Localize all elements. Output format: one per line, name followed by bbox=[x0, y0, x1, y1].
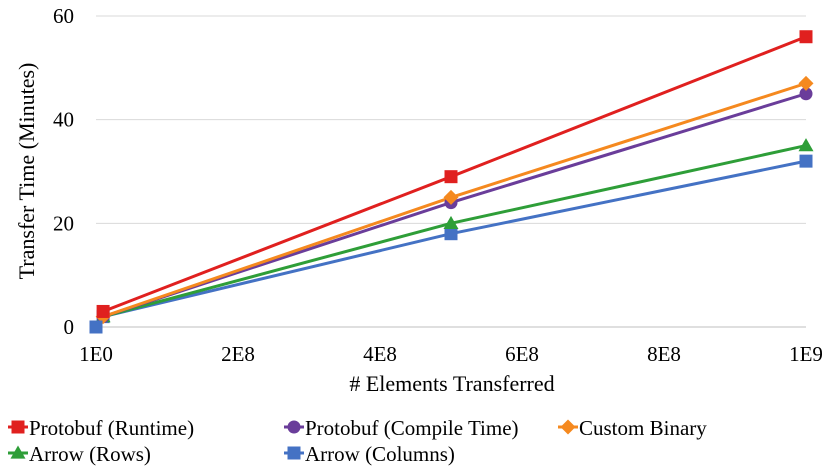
x-axis-title: # Elements Transferred bbox=[349, 371, 554, 396]
y-tick-label: 40 bbox=[53, 108, 74, 132]
data-point bbox=[799, 30, 813, 44]
legend-item: Protobuf (Compile Time) bbox=[284, 416, 519, 440]
tick-labels: 0 20 40 60 1E0 2E8 4E8 6E8 8E8 1E9 bbox=[53, 4, 823, 366]
legend-marker bbox=[10, 445, 26, 459]
data-point bbox=[444, 170, 458, 184]
y-axis-title: Transfer Time (Minutes) bbox=[14, 63, 39, 280]
legend-marker bbox=[287, 420, 301, 434]
data-point bbox=[89, 320, 103, 334]
x-tick-label: 4E8 bbox=[363, 342, 397, 366]
x-tick-label: 2E8 bbox=[221, 342, 255, 366]
data-point bbox=[96, 304, 110, 318]
legend-label: Arrow (Rows) bbox=[29, 442, 151, 466]
data-point bbox=[799, 87, 813, 101]
legend-item: Arrow (Columns) bbox=[284, 442, 455, 466]
data-point bbox=[799, 154, 813, 168]
data-point bbox=[443, 215, 459, 229]
legend-item: Arrow (Rows) bbox=[8, 442, 151, 466]
x-tick-label: 6E8 bbox=[505, 342, 539, 366]
legend-marker bbox=[560, 419, 576, 435]
y-tick-label: 0 bbox=[64, 315, 75, 339]
x-tick-label: 1E9 bbox=[789, 342, 823, 366]
x-tick-label: 8E8 bbox=[647, 342, 681, 366]
legend-label: Protobuf (Runtime) bbox=[29, 416, 194, 440]
legend: Protobuf (Runtime) Protobuf (Compile Time… bbox=[8, 416, 707, 466]
data-point bbox=[443, 189, 459, 205]
legend-marker bbox=[11, 420, 25, 434]
x-tick-label: 1E0 bbox=[79, 342, 113, 366]
y-tick-label: 60 bbox=[53, 4, 74, 28]
data-point bbox=[798, 138, 814, 152]
y-tick-label: 20 bbox=[53, 211, 74, 235]
legend-item: Protobuf (Runtime) bbox=[8, 416, 194, 440]
legend-label: Protobuf (Compile Time) bbox=[305, 416, 519, 440]
data-point bbox=[444, 227, 458, 241]
legend-marker bbox=[287, 446, 301, 460]
legend-label: Arrow (Columns) bbox=[305, 442, 455, 466]
data-markers bbox=[89, 30, 814, 334]
data-point bbox=[798, 75, 814, 91]
legend-label: Custom Binary bbox=[579, 416, 707, 440]
legend-item: Custom Binary bbox=[558, 416, 707, 440]
